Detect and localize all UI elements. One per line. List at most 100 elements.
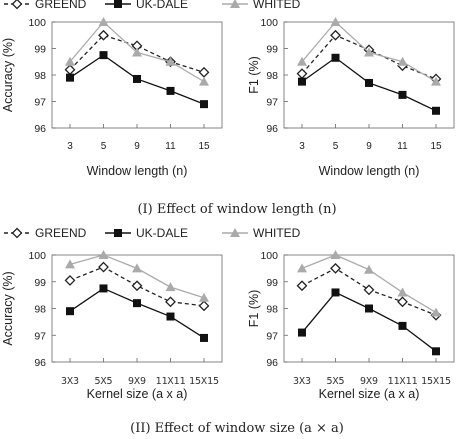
data-point [131,280,143,292]
data-point [296,280,308,292]
legend-top: GREEND UK-DALE WHITED [4,0,301,11]
legend-marker [230,228,240,237]
data-point [65,56,75,66]
data-point [398,321,407,330]
y-tick-label: 98 [34,70,46,82]
legend-item-whited: WHITED [222,0,301,11]
data-point [99,284,108,293]
y-tick-label: 96 [34,123,46,135]
data-point [331,288,340,297]
x-axis-label: Window length (n) [87,164,188,178]
data-point [363,284,375,296]
series-greend [296,29,442,85]
legend-marker [114,0,122,8]
legend-label: GREEND [35,226,87,240]
plot-frame [283,21,455,129]
data-point [132,263,142,273]
data-point [199,76,209,86]
x-tick-label: 15X15 [189,376,219,387]
y-tick-label: 96 [266,123,278,135]
data-point [133,74,141,83]
data-point [364,47,374,57]
legend-item-whited: WHITED [222,226,301,240]
series-whited [297,250,441,317]
series-whited [297,17,441,86]
data-point [298,328,306,337]
data-point [64,64,76,76]
y-tick-label: 99 [34,277,46,289]
y-axis-label: F1 (%) [247,290,261,328]
series-line [69,266,205,307]
data-point [431,76,441,86]
x-tick-label: 5 [333,141,339,152]
legend-marker [114,229,122,237]
x-tick-label: 11 [165,141,176,152]
data-point [166,86,175,95]
legend-item-greend: GREEND [4,226,87,240]
y-tick-label: 99 [34,44,46,56]
data-point [364,264,374,274]
data-point [398,90,407,99]
y-tick-label: 98 [266,70,278,82]
data-point [431,307,441,317]
series-uk-dale [298,53,440,115]
legend-marker [11,0,23,10]
legend-label: WHITED [253,226,301,240]
legend-label: GREEND [35,0,87,11]
y-tick-label: 99 [266,44,278,56]
data-point [66,73,74,82]
data-point [297,56,307,66]
legend-label: WHITED [253,0,301,11]
data-point [64,274,76,286]
data-point [330,262,341,274]
series-line [69,287,205,339]
data-point [66,307,74,316]
x-tick-label: 11X11 [387,376,417,387]
data-point [98,29,109,41]
x-tick-label: 9X9 [360,376,378,387]
x-tick-label: 9 [134,141,140,152]
y-axis-label: Accuracy (%) [1,38,15,112]
data-point [397,287,408,297]
legend-bottom: GREEND UK-DALE WHITED [4,226,301,240]
data-point [165,296,176,308]
legend-marker [11,227,23,239]
data-point [133,299,141,308]
y-tick-label: 97 [266,330,278,342]
y-tick-label: 100 [28,17,46,29]
y-tick-label: 99 [266,277,278,289]
data-point [331,53,340,62]
x-tick-label: 15X15 [421,376,451,387]
data-point [165,282,176,292]
legend-item-uk-dale: UK-DALE [105,0,188,11]
y-tick-label: 98 [34,304,46,316]
data-point [298,77,306,86]
series-whited [65,17,209,86]
data-point [99,51,108,60]
legend-item-greend: GREEND [4,0,87,11]
data-point [365,78,373,87]
x-tick-label: 5X5 [326,376,344,387]
series-line [69,254,205,299]
data-point [397,296,408,308]
series-line [301,254,437,314]
data-point [432,106,440,115]
y-tick-label: 100 [28,250,46,262]
x-axis-label: Kernel size (a x a) [87,387,188,401]
y-tick-label: 97 [34,97,46,109]
y-tick-label: 96 [266,357,278,369]
x-tick-label: 5 [101,141,107,152]
x-tick-label: 3X3 [61,376,79,387]
chart-f1-window-length: 96 97 98 99 100 3 5 9 11 15 Window length (n) F1 (%… [247,17,455,178]
data-point [98,17,109,26]
data-point [432,347,440,356]
y-tick-label: 97 [34,330,46,342]
x-tick-label: 15 [430,141,442,152]
x-tick-label: 11X11 [155,376,185,387]
y-axis-label: F1 (%) [247,56,261,94]
data-point [199,292,209,302]
x-tick-label: 3 [299,141,305,152]
